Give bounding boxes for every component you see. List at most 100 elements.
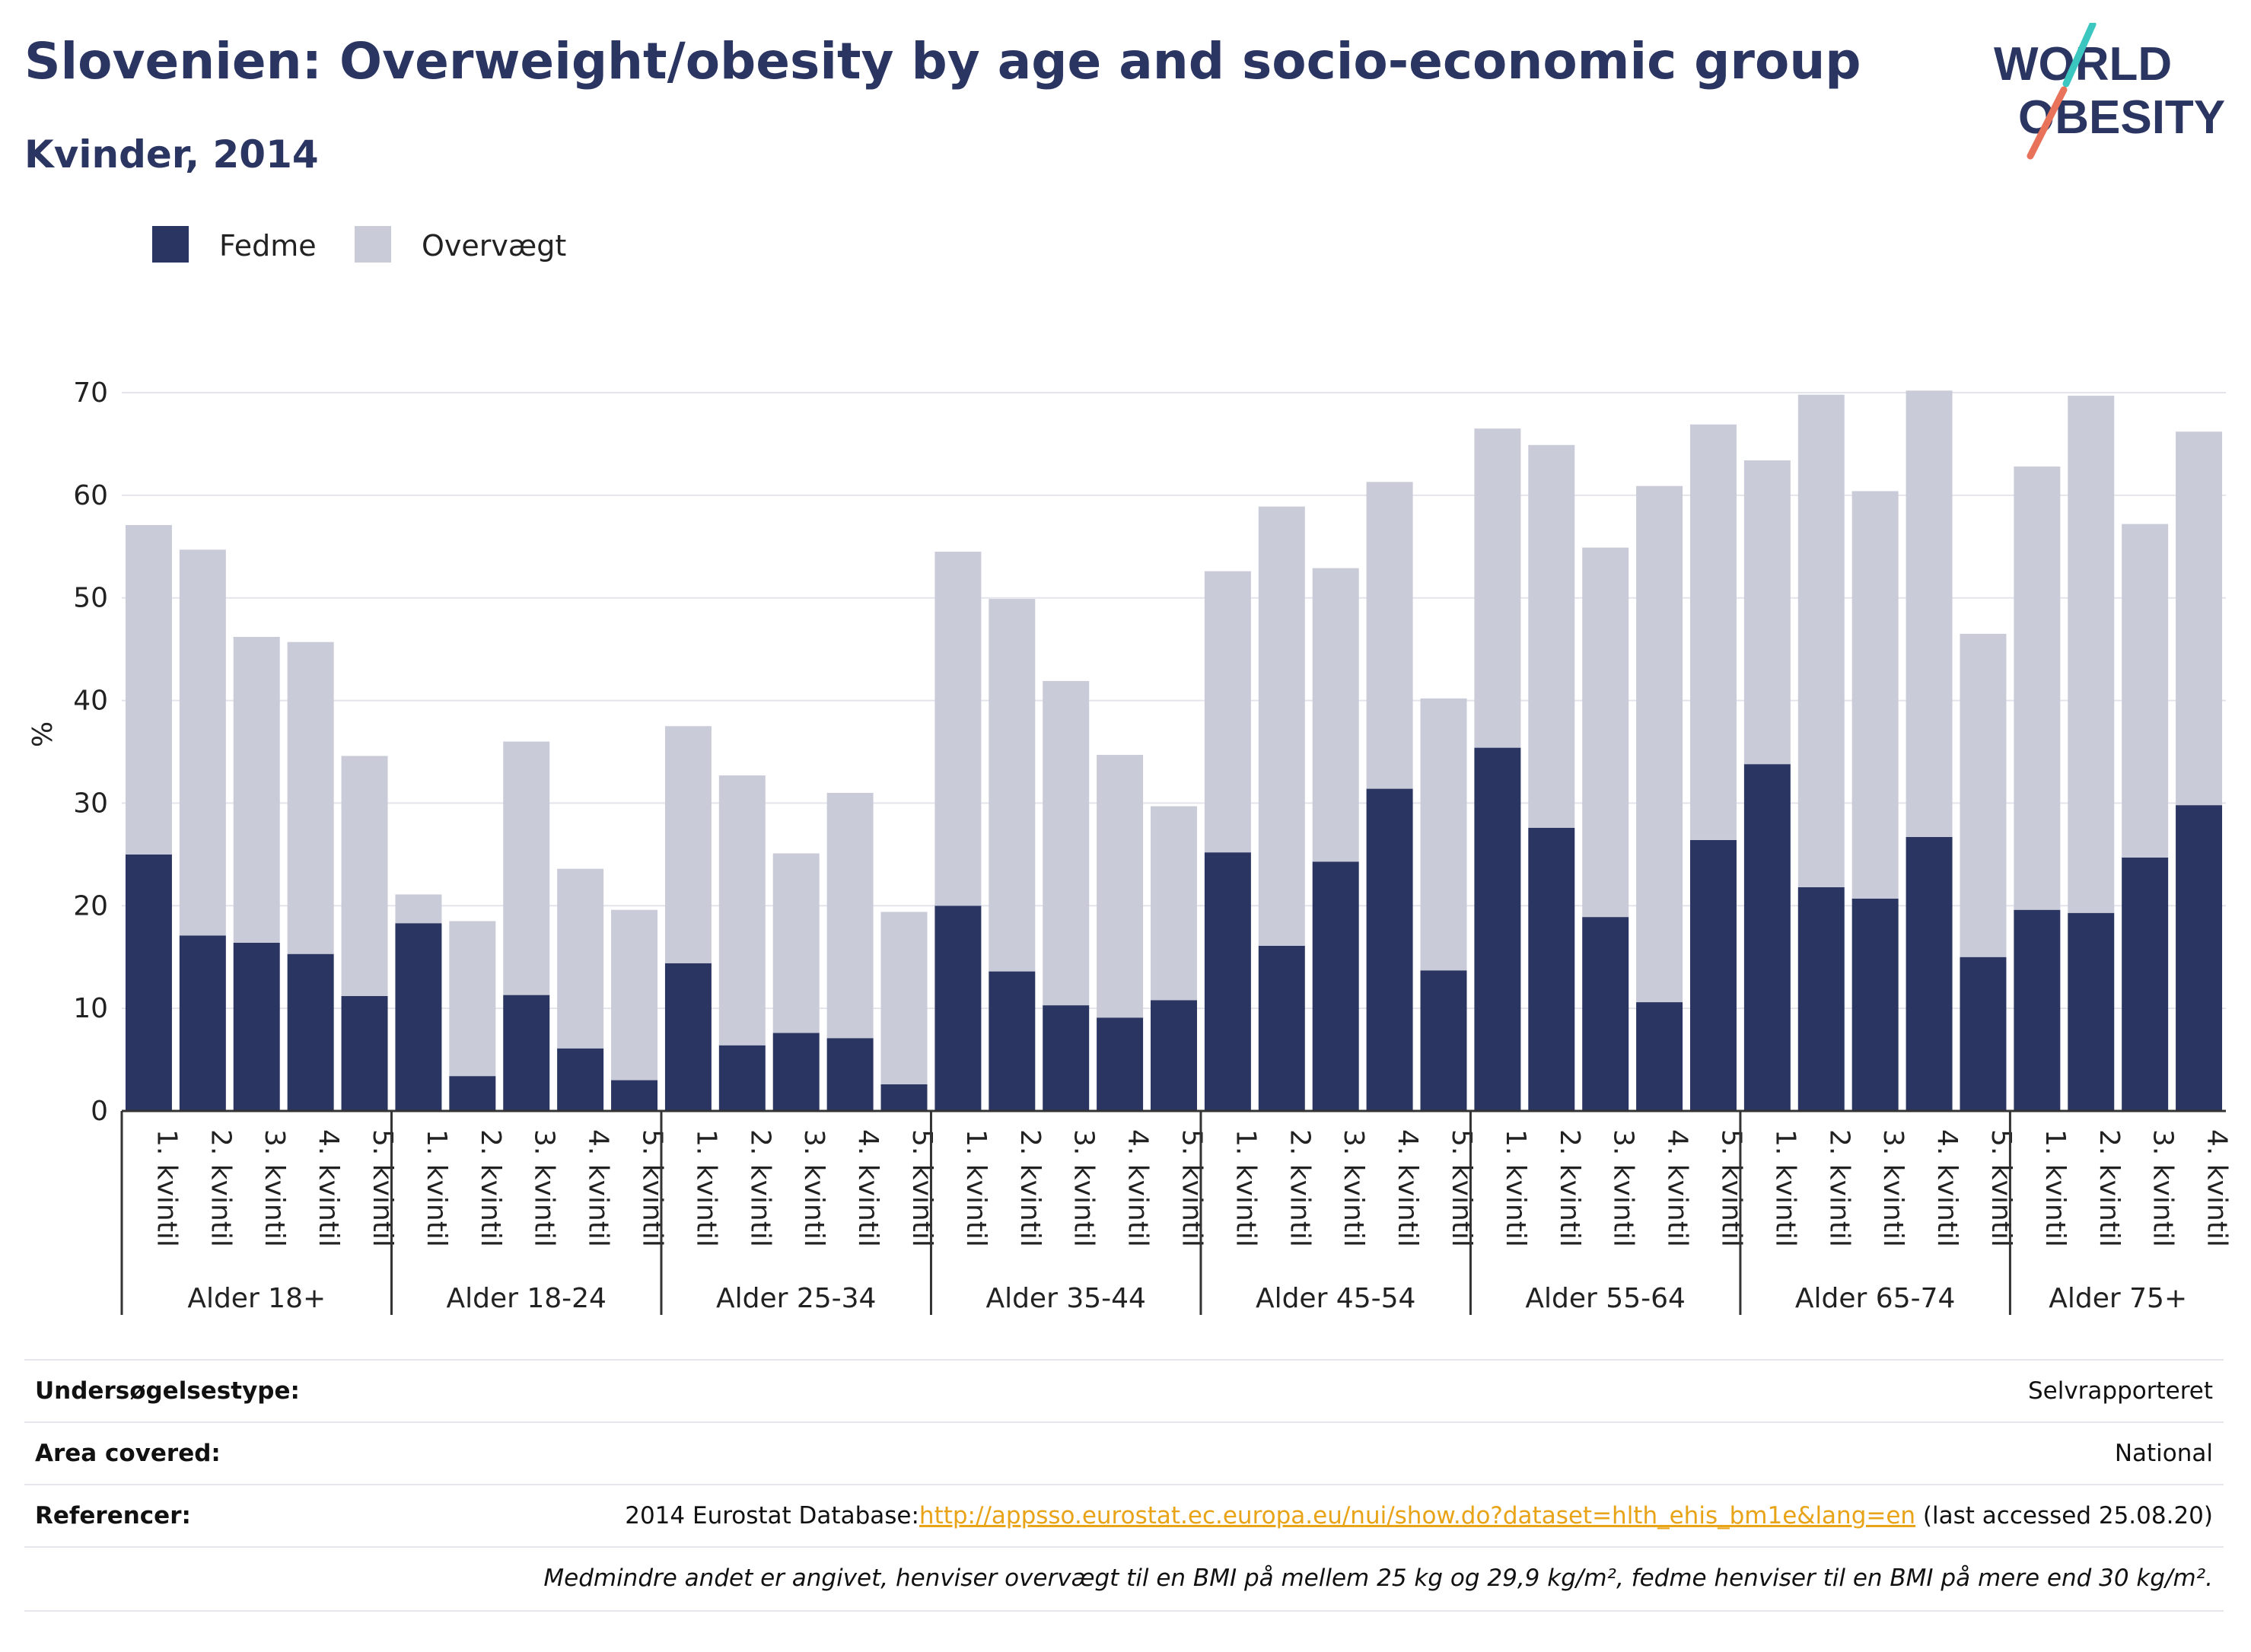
bar-overvaegt <box>557 868 604 1049</box>
x-tick-label: 2. kvintil <box>1554 1129 1585 1247</box>
bar-overvaegt <box>125 524 172 855</box>
x-tick-label: 3. kvintil <box>798 1129 829 1247</box>
bar-fedme <box>2176 805 2223 1111</box>
bar-overvaegt <box>1312 568 1359 862</box>
bar-fedme <box>2068 912 2115 1111</box>
bar-overvaegt <box>287 641 334 954</box>
x-tick-label: 3. kvintil <box>2148 1129 2179 1247</box>
x-tick-label: 3. kvintil <box>259 1129 290 1247</box>
x-tick-label: 2. kvintil <box>1284 1129 1315 1247</box>
bar-overvaegt <box>826 792 874 1039</box>
bar-fedme <box>557 1048 604 1111</box>
logo-slash-top <box>2062 23 2097 88</box>
legend-swatch-overvaegt <box>355 226 391 263</box>
group-label: Alder 18+ <box>187 1283 326 1314</box>
group-label: Alder 18-24 <box>446 1283 606 1314</box>
group-label: Alder 55-64 <box>1525 1283 1685 1314</box>
bar-overvaegt <box>1906 390 1953 837</box>
area-label: Area covered: <box>35 1440 221 1467</box>
bar-overvaegt <box>503 741 550 995</box>
logo-slash-bottom <box>2027 86 2068 160</box>
x-tick-label: 2. kvintil <box>1823 1129 1855 1247</box>
x-tick-label: 4. kvintil <box>1122 1129 1154 1247</box>
x-tick-label: 3. kvintil <box>1608 1129 1639 1247</box>
bar-overvaegt <box>664 726 712 963</box>
bar-fedme <box>1797 887 1845 1111</box>
group-label: Alder 25-34 <box>716 1283 876 1314</box>
x-tick-label: 5. kvintil <box>1446 1129 1477 1247</box>
x-tick-label: 1. kvintil <box>2039 1129 2071 1247</box>
x-tick-label: 5. kvintil <box>1176 1129 1208 1247</box>
bar-overvaegt <box>1960 633 2007 957</box>
x-tick-label: 5. kvintil <box>367 1129 398 1247</box>
bar-fedme <box>1582 917 1629 1111</box>
bar-overvaegt <box>1097 755 1144 1018</box>
bar-fedme <box>1906 836 1953 1111</box>
references-suffix: (last accessed 25.08.20) <box>1915 1502 2213 1529</box>
bar-overvaegt <box>1528 444 1575 828</box>
info-row-area: Area covered: National <box>24 1421 2224 1485</box>
chart-title: Slovenien: Overweight/obesity by age and… <box>24 32 1861 91</box>
bar-overvaegt <box>1258 506 1305 946</box>
bar-overvaegt <box>1851 491 1899 899</box>
bar-fedme <box>1743 764 1791 1111</box>
x-tick-label: 1. kvintil <box>960 1129 992 1247</box>
x-tick-label: 1. kvintil <box>1230 1129 1261 1247</box>
group-label: Alder 35-44 <box>985 1283 1145 1314</box>
bar-fedme <box>287 953 334 1111</box>
y-tick-label: 20 <box>73 890 108 921</box>
x-tick-label: 1. kvintil <box>1769 1129 1800 1247</box>
survey-type-label: Undersøgelsestype: <box>35 1377 300 1405</box>
definition-note: Medmindre andet er angivet, henviser ove… <box>543 1564 2213 1592</box>
x-tick-label: 1. kvintil <box>1500 1129 1531 1247</box>
x-tick-label: 1. kvintil <box>151 1129 182 1247</box>
info-row-note: Medmindre andet er angivet, henviser ove… <box>24 1546 2224 1612</box>
x-tick-label: 4. kvintil <box>1931 1129 1963 1247</box>
x-tick-label: 2. kvintil <box>2093 1129 2125 1247</box>
bar-overvaegt <box>772 853 820 1033</box>
x-tick-label: 3. kvintil <box>1068 1129 1100 1247</box>
area-value: National <box>2114 1440 2213 1467</box>
bar-overvaegt <box>1689 424 1737 840</box>
y-tick-label: 10 <box>73 993 108 1024</box>
x-tick-label: 4. kvintil <box>1392 1129 1423 1247</box>
y-tick-label: 60 <box>73 480 108 511</box>
info-row-references: Referencer: 2014 Eurostat Database:http:… <box>24 1484 2224 1548</box>
bar-fedme <box>2014 909 2061 1111</box>
stacked-bar-chart: Fedme Overvægt % 0 10 20 30 40 50 60 70 1. kvin… <box>27 226 2233 1315</box>
bar-fedme <box>1043 1005 1090 1111</box>
bar-fedme <box>1528 827 1575 1111</box>
x-tick-label: 1. kvintil <box>690 1129 721 1247</box>
x-tick-label: 2. kvintil <box>744 1129 775 1247</box>
x-tick-label: 4. kvintil <box>583 1129 614 1247</box>
y-tick-label: 30 <box>73 788 108 819</box>
bar-fedme <box>1636 1002 1683 1111</box>
bar-overvaegt <box>1474 428 1521 748</box>
bar-fedme <box>611 1080 658 1111</box>
references-label: Referencer: <box>35 1502 191 1529</box>
bar-fedme <box>1689 839 1737 1111</box>
bar-fedme <box>1097 1017 1144 1111</box>
legend-swatch-fedme <box>152 226 189 263</box>
survey-type-value: Selvrapporteret <box>2027 1377 2213 1405</box>
x-tick-label: 5. kvintil <box>1715 1129 1746 1247</box>
bar-fedme <box>449 1076 496 1111</box>
bar-overvaegt <box>1636 485 1683 1003</box>
x-tick-label: 4. kvintil <box>313 1129 344 1247</box>
x-tick-label: 3. kvintil <box>1338 1129 1369 1247</box>
bar-fedme <box>1204 852 1251 1111</box>
bar-fedme <box>934 906 982 1111</box>
y-tick-label: 40 <box>73 686 108 717</box>
bar-overvaegt <box>2014 466 2061 910</box>
group-label: Alder 65-74 <box>1795 1283 1955 1314</box>
bar-fedme <box>1258 945 1305 1111</box>
x-tick-label: 2. kvintil <box>1014 1129 1046 1247</box>
y-axis-label: % <box>27 721 59 747</box>
references-link[interactable]: http://appsso.eurostat.ec.europa.eu/nui/… <box>919 1502 1916 1529</box>
group-label: Alder 75+ <box>2049 1283 2187 1314</box>
bars <box>125 390 2223 1111</box>
bar-overvaegt <box>989 599 1036 972</box>
y-tick-label: 0 <box>91 1096 108 1127</box>
bar-overvaegt <box>341 756 388 996</box>
legend: Fedme Overvægt <box>152 226 566 263</box>
